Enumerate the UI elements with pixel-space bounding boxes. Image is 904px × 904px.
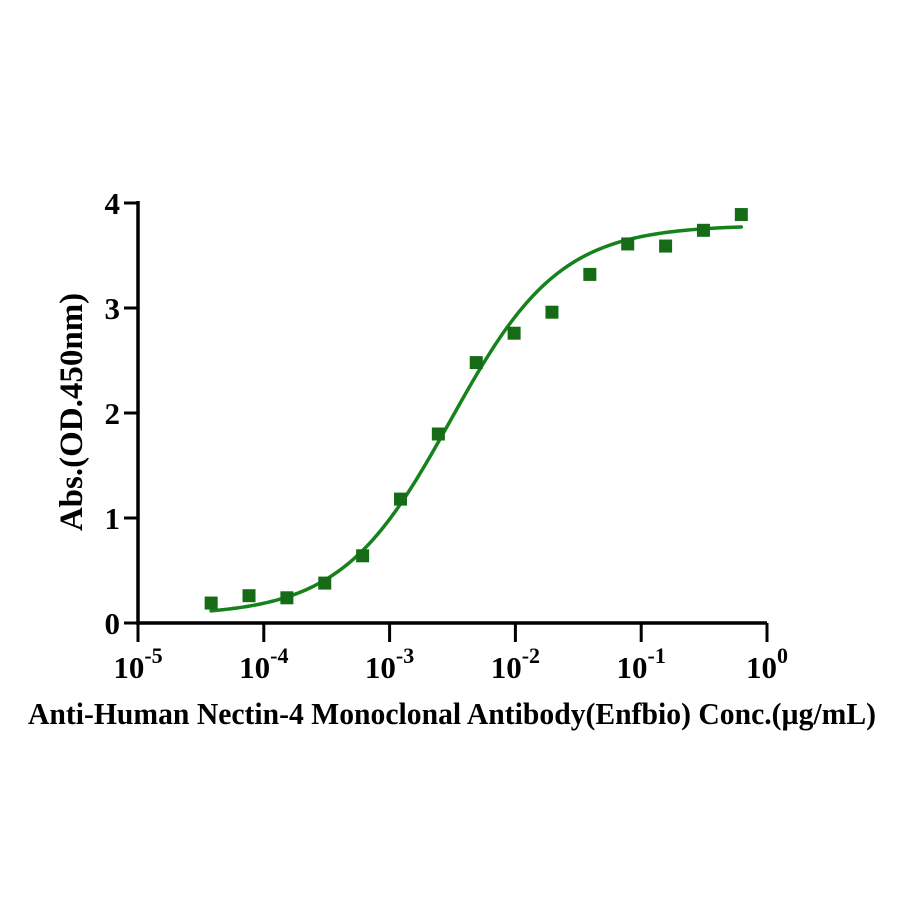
data-point bbox=[734, 208, 748, 222]
x-tick-label: 10-3 bbox=[365, 643, 414, 685]
x-tick-label: 10-1 bbox=[617, 643, 666, 685]
x-tick-label: 10-4 bbox=[239, 643, 288, 685]
x-axis-title: Anti-Human Nectin-4 Monoclonal Antibody(… bbox=[28, 696, 876, 731]
data-layer bbox=[204, 208, 748, 613]
data-point bbox=[280, 591, 294, 605]
y-tick-label: 3 bbox=[105, 291, 121, 326]
data-point bbox=[242, 589, 256, 603]
data-point bbox=[696, 223, 710, 237]
data-point bbox=[507, 326, 521, 340]
fit-curve bbox=[209, 225, 744, 613]
data-point bbox=[583, 267, 597, 281]
data-point bbox=[356, 549, 370, 563]
data-point bbox=[318, 576, 332, 590]
data-point bbox=[431, 427, 445, 441]
x-tick-label: 10-2 bbox=[491, 643, 540, 685]
axes-layer: 0 1 2 3 4 10-5 10-4 10-3 10-2 10-1 100 bbox=[105, 186, 789, 685]
y-tick-label: 1 bbox=[105, 501, 121, 536]
data-point bbox=[621, 237, 635, 251]
data-point bbox=[204, 596, 218, 610]
x-tick-label: 100 bbox=[746, 643, 788, 685]
data-point bbox=[394, 492, 408, 506]
data-point bbox=[659, 239, 673, 253]
data-point bbox=[545, 305, 559, 319]
y-tick-label: 2 bbox=[105, 396, 121, 431]
y-tick-label: 4 bbox=[105, 186, 121, 221]
y-axis-title: Abs.(OD.450nm) bbox=[54, 293, 90, 531]
data-point bbox=[469, 356, 483, 370]
y-tick-label: 0 bbox=[105, 606, 121, 641]
x-tick-label: 10-5 bbox=[113, 643, 162, 685]
